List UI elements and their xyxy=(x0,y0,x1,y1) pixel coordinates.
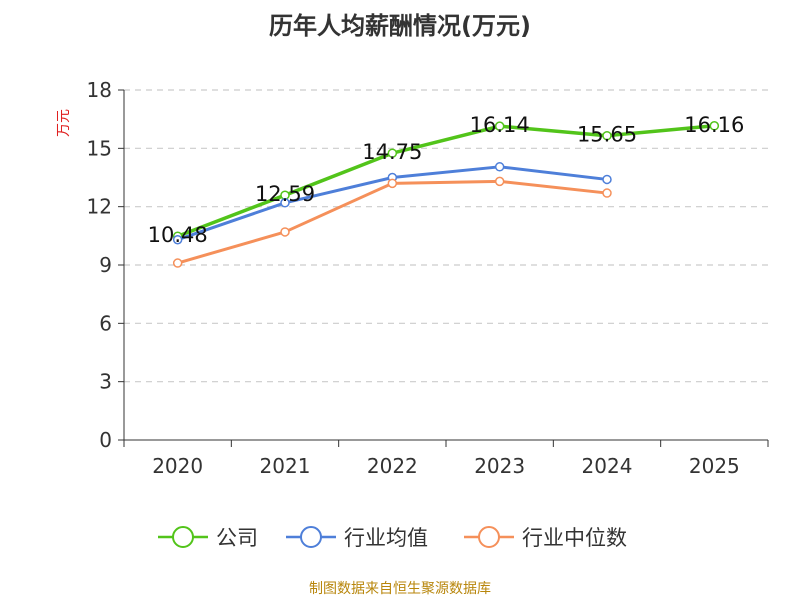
x-tick-label: 2025 xyxy=(689,454,740,478)
x-tick-label: 2022 xyxy=(367,454,418,478)
data-label: 16.16 xyxy=(684,113,744,137)
chart-title: 历年人均薪酬情况(万元) xyxy=(269,12,531,40)
data-label: 15.65 xyxy=(577,123,637,147)
data-label: 14.75 xyxy=(362,140,422,164)
legend-label-2: 行业中位数 xyxy=(522,526,627,550)
data-point xyxy=(280,227,290,237)
data-point xyxy=(280,198,290,208)
data-point xyxy=(602,188,612,198)
x-tick-label: 2020 xyxy=(152,454,203,478)
legend-marker-0 xyxy=(172,526,194,548)
y-tick-label: 9 xyxy=(99,253,112,277)
data-label: 10.48 xyxy=(148,223,208,247)
data-labels: 10.48 12.59 14.75 16.14 15.65 16.16 xyxy=(148,113,745,247)
data-point xyxy=(709,121,720,131)
legend-marker-1 xyxy=(300,526,322,548)
data-point xyxy=(387,178,398,189)
y-tick-label: 3 xyxy=(99,370,112,394)
legend-label-0: 公司 xyxy=(216,526,258,550)
data-point xyxy=(494,162,505,172)
data-point xyxy=(494,121,505,131)
data-point xyxy=(172,234,183,245)
x-tick-label: 2024 xyxy=(582,454,633,478)
y-tick-label: 12 xyxy=(87,195,112,219)
data-point xyxy=(494,176,505,187)
data-point xyxy=(602,174,612,185)
data-point xyxy=(172,258,183,268)
data-label: 16.14 xyxy=(470,113,530,137)
source-note: 制图数据来自恒生聚源数据库 xyxy=(309,581,491,597)
grid-lines xyxy=(124,89,768,383)
axes: 0 3 6 9 12 15 18 2020 2021 2022 2023 2024 2025 万元 xyxy=(56,78,769,478)
data-point xyxy=(387,148,398,158)
legend-marker-2 xyxy=(478,526,500,548)
y-axis-label: 万元 xyxy=(56,109,72,137)
series-line-2 xyxy=(177,179,608,265)
y-tick-label: 0 xyxy=(99,428,112,452)
x-tick-label: 2023 xyxy=(474,454,525,478)
series-lines xyxy=(172,121,720,268)
series-line-0 xyxy=(177,124,715,238)
y-tick-label: 6 xyxy=(99,311,112,335)
y-tick-label: 18 xyxy=(87,78,112,102)
legend: 公司 行业均值 行业中位数 xyxy=(158,526,627,550)
x-tick-label: 2021 xyxy=(260,454,311,478)
data-point xyxy=(602,130,612,141)
data-label: 12.59 xyxy=(255,182,315,206)
legend-label-1: 行业均值 xyxy=(344,526,428,550)
y-tick-label: 15 xyxy=(87,136,112,160)
